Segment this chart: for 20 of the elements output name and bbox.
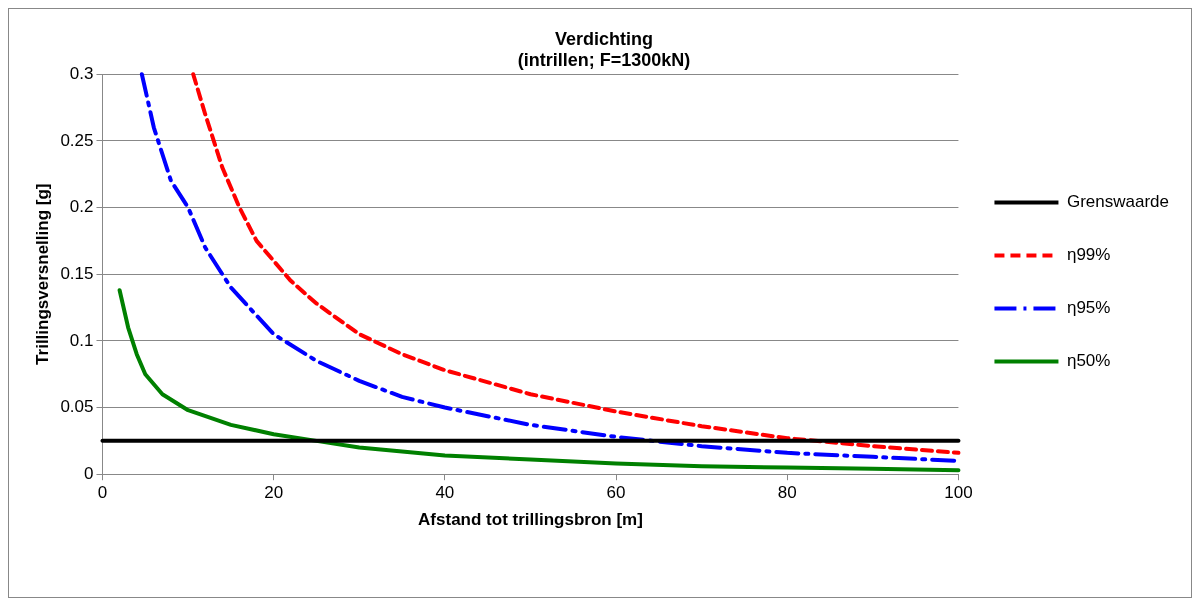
chart-title: Verdichting (intrillen; F=1300kN) bbox=[517, 28, 691, 71]
y-tick-label: 0 bbox=[84, 463, 94, 483]
x-tick-label: 40 bbox=[435, 483, 455, 503]
x-tick-label: 60 bbox=[606, 483, 626, 503]
x-tick-label: 80 bbox=[777, 483, 797, 503]
y-tick-label: 0.3 bbox=[69, 63, 94, 83]
y-tick-label: 0.2 bbox=[69, 197, 94, 217]
x-tick-label: 0 bbox=[97, 483, 108, 503]
y-tick-label: 0.05 bbox=[60, 397, 94, 417]
y-tick-label: 0.25 bbox=[60, 130, 94, 150]
legend-label: η50% bbox=[1066, 351, 1111, 371]
legend-label: η99% bbox=[1066, 245, 1111, 265]
legend-label: Grenswaarde bbox=[1066, 192, 1170, 212]
x-axis-title: Afstand tot trillingsbron [m] bbox=[418, 510, 643, 530]
x-tick-label: 100 bbox=[944, 483, 973, 503]
legend-label: η95% bbox=[1066, 298, 1111, 318]
y-tick-label: 0.15 bbox=[60, 263, 94, 283]
y-tick-label: 0.1 bbox=[69, 330, 94, 350]
y-axis-title: Trillingsversnelling [g] bbox=[32, 183, 52, 365]
x-tick-label: 20 bbox=[264, 483, 284, 503]
